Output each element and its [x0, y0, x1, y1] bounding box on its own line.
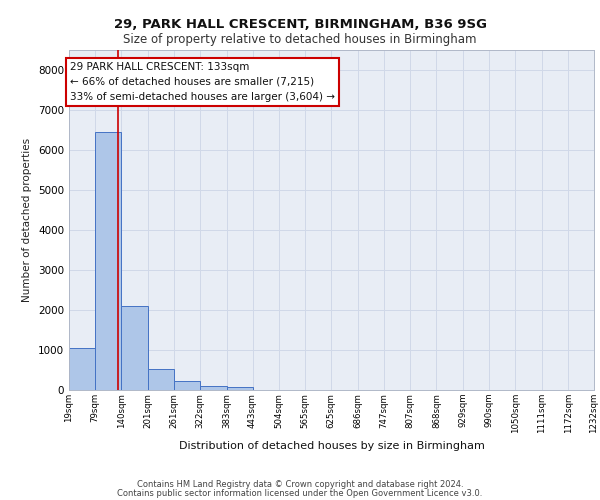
Text: Contains HM Land Registry data © Crown copyright and database right 2024.: Contains HM Land Registry data © Crown c…: [137, 480, 463, 489]
Bar: [200, 386, 227, 390]
Bar: [227, 388, 253, 390]
Text: 29, PARK HALL CRESCENT, BIRMINGHAM, B36 9SG: 29, PARK HALL CRESCENT, BIRMINGHAM, B36 …: [113, 18, 487, 30]
Bar: [95, 132, 121, 390]
Bar: [121, 306, 148, 390]
Bar: [69, 348, 95, 390]
Bar: [148, 369, 174, 390]
X-axis label: Distribution of detached houses by size in Birmingham: Distribution of detached houses by size …: [179, 442, 484, 452]
Bar: [174, 381, 200, 390]
Y-axis label: Number of detached properties: Number of detached properties: [22, 138, 32, 302]
Text: 29 PARK HALL CRESCENT: 133sqm
← 66% of detached houses are smaller (7,215)
33% o: 29 PARK HALL CRESCENT: 133sqm ← 66% of d…: [70, 62, 335, 102]
Text: Contains public sector information licensed under the Open Government Licence v3: Contains public sector information licen…: [118, 488, 482, 498]
Text: Size of property relative to detached houses in Birmingham: Size of property relative to detached ho…: [123, 32, 477, 46]
